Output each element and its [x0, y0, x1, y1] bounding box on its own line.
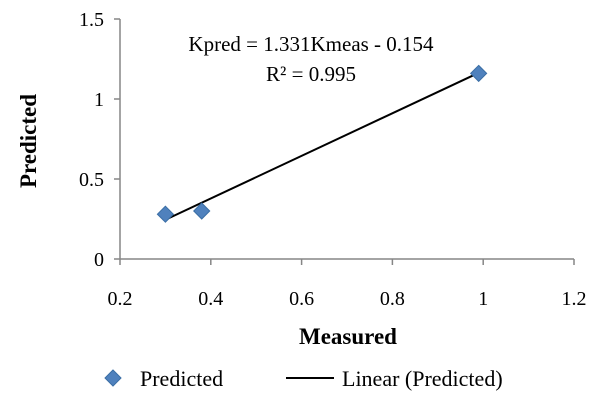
y-axis-title: Predicted [16, 94, 41, 188]
x-tick-label: 0.8 [380, 288, 405, 310]
y-tick-label: 1.5 [79, 9, 104, 31]
x-tick-label: 1 [478, 288, 488, 310]
r-squared-label: R² = 0.995 [266, 62, 356, 86]
y-tick-label: 1 [94, 89, 104, 111]
data-point-diamond [156, 205, 175, 223]
y-tick-label: 0.5 [79, 169, 104, 191]
x-tick-label: 0.4 [198, 288, 223, 310]
x-axis-title: Measured [299, 324, 397, 349]
legend: Predicted Linear (Predicted) [104, 366, 503, 391]
data-point-diamond [469, 64, 488, 83]
trendline-layer [164, 71, 480, 221]
labels-layer: Measured Predicted Kpred = 1.331Kmeas - … [16, 32, 434, 349]
data-point-diamond [193, 202, 211, 220]
legend-label-predicted: Predicted [140, 366, 223, 391]
y-tick-label: 0 [94, 249, 104, 271]
trendline-equation: Kpred = 1.331Kmeas - 0.154 [188, 32, 434, 56]
points-layer [156, 64, 488, 223]
axes-layer: 0 0.5 1 1.5 0.2 0.4 0.6 0.8 1 1.2 [79, 9, 587, 310]
legend-marker-diamond [104, 369, 122, 387]
legend-label-linear: Linear (Predicted) [342, 366, 503, 391]
trendline-linear [164, 71, 480, 221]
x-tick-label: 0.6 [289, 288, 314, 310]
x-tick-label: 1.2 [562, 288, 587, 310]
x-tick-label: 0.2 [108, 288, 133, 310]
